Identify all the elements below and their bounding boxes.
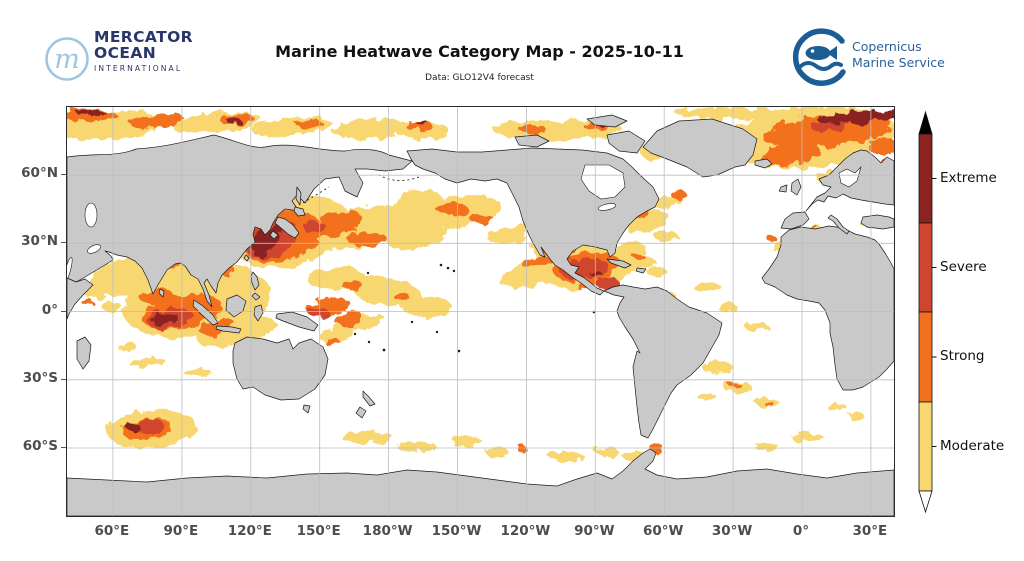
- colorbar-label-moderate: Moderate: [940, 437, 1005, 454]
- arctic-island-ellesmere: [586, 114, 628, 128]
- mercator-ocean-logo: m MERCATOR OCEAN INTERNATIONAL: [44, 28, 224, 88]
- y-tick-label: 30°S: [22, 369, 58, 386]
- x-tick-label: 180°W: [362, 523, 413, 539]
- asia: [66, 134, 413, 308]
- x-tick-label: 120°W: [500, 523, 551, 539]
- colorbar-under-arrow: [918, 490, 933, 514]
- mindanao: [251, 292, 261, 301]
- y-tick: [61, 446, 66, 448]
- south-america: [603, 284, 723, 439]
- britain: [790, 178, 802, 196]
- y-tick: [61, 174, 66, 176]
- great-lakes: [597, 203, 617, 211]
- mercator-monogram-icon: m: [45, 37, 89, 81]
- kyushu: [269, 230, 279, 240]
- map-canvas: [47, 106, 907, 517]
- ireland: [778, 184, 788, 193]
- colorbar-label-severe: Severe: [940, 258, 987, 275]
- arctic-island-baffin: [606, 130, 646, 154]
- y-tick-label: 60°S: [22, 437, 58, 454]
- honshu: [274, 216, 300, 239]
- gridlines: [67, 107, 894, 516]
- mercator-logo-line2: OCEAN: [94, 43, 157, 62]
- aleutian-arc: [378, 174, 420, 181]
- page-subtitle: Data: GLO12V4 forecast: [425, 73, 534, 83]
- y-tick: [61, 242, 66, 244]
- sumatra: [192, 299, 219, 326]
- world-map: [47, 106, 907, 517]
- colorbar-extreme-segment: [918, 133, 933, 224]
- tasmania: [302, 404, 311, 414]
- colorbar-moderate-segment: [918, 401, 933, 492]
- y-tick: [61, 378, 66, 380]
- horn-of-africa: [66, 277, 94, 320]
- mercator-logo-line3: INTERNATIONAL: [94, 63, 183, 73]
- y-tick-label: 60°N: [21, 165, 58, 182]
- x-tick-label: 150°W: [431, 523, 482, 539]
- colorbar-severe-segment: [918, 222, 933, 313]
- x-tick-label: 30°W: [711, 523, 753, 539]
- land-layer: [63, 114, 895, 517]
- copernicus-marine-logo: Copernicus Marine Service: [790, 27, 1000, 89]
- persian-gulf: [87, 244, 101, 254]
- new-zealand-south: [355, 406, 367, 419]
- copernicus-fish-icon: [792, 28, 846, 86]
- mercator-logo-line1: MERCATOR: [94, 28, 194, 46]
- x-tick-label: 90°E: [163, 523, 199, 539]
- x-tick-label: 60°E: [94, 523, 130, 539]
- taiwan: [243, 254, 250, 262]
- copernicus-logo-line1: Copernicus: [852, 39, 922, 54]
- africa: [761, 225, 895, 391]
- y-tick: [61, 310, 66, 312]
- copernicus-logo-line2: Marine Service: [852, 54, 945, 70]
- x-tick-label: 30°E: [852, 523, 888, 539]
- hokkaido: [293, 206, 306, 217]
- y-tick-label: 30°N: [21, 233, 58, 250]
- sri-lanka: [158, 288, 165, 298]
- colorbar-strong-segment: [918, 311, 933, 403]
- sulawesi: [253, 304, 264, 322]
- colorbar-over-arrow: [918, 110, 933, 135]
- x-tick-label: 120°E: [227, 523, 272, 539]
- hudson-bay: [580, 164, 626, 200]
- y-tick-label: 0°: [41, 301, 58, 318]
- colorbar-label-extreme: Extreme: [940, 169, 997, 186]
- new-zealand-north: [362, 390, 376, 407]
- italy: [827, 214, 850, 235]
- sakhalin: [295, 186, 302, 206]
- madagascar: [76, 336, 92, 370]
- x-tick-label: 60°W: [642, 523, 684, 539]
- australia: [232, 336, 329, 401]
- caspian-sea: [84, 202, 98, 228]
- page-title: Marine Heatwave Category Map - 2025-10-1…: [275, 42, 684, 61]
- greenland: [642, 118, 758, 178]
- x-tick-label: 90°W: [574, 523, 615, 539]
- x-tick-label: 150°E: [296, 523, 341, 539]
- antarctica: [66, 448, 895, 517]
- iceland: [754, 158, 773, 169]
- new-guinea: [275, 311, 319, 332]
- baltic-sea: [838, 165, 862, 188]
- arctic-island-banks: [514, 134, 550, 148]
- kuril-arc: [302, 186, 330, 204]
- hispaniola: [635, 267, 647, 274]
- colorbar-label-strong: Strong: [940, 348, 985, 364]
- java: [215, 325, 242, 334]
- x-tick-label: 0°: [792, 523, 810, 539]
- category-colorbar: [900, 103, 960, 527]
- svg-text:m: m: [54, 44, 80, 75]
- cuba: [606, 258, 632, 269]
